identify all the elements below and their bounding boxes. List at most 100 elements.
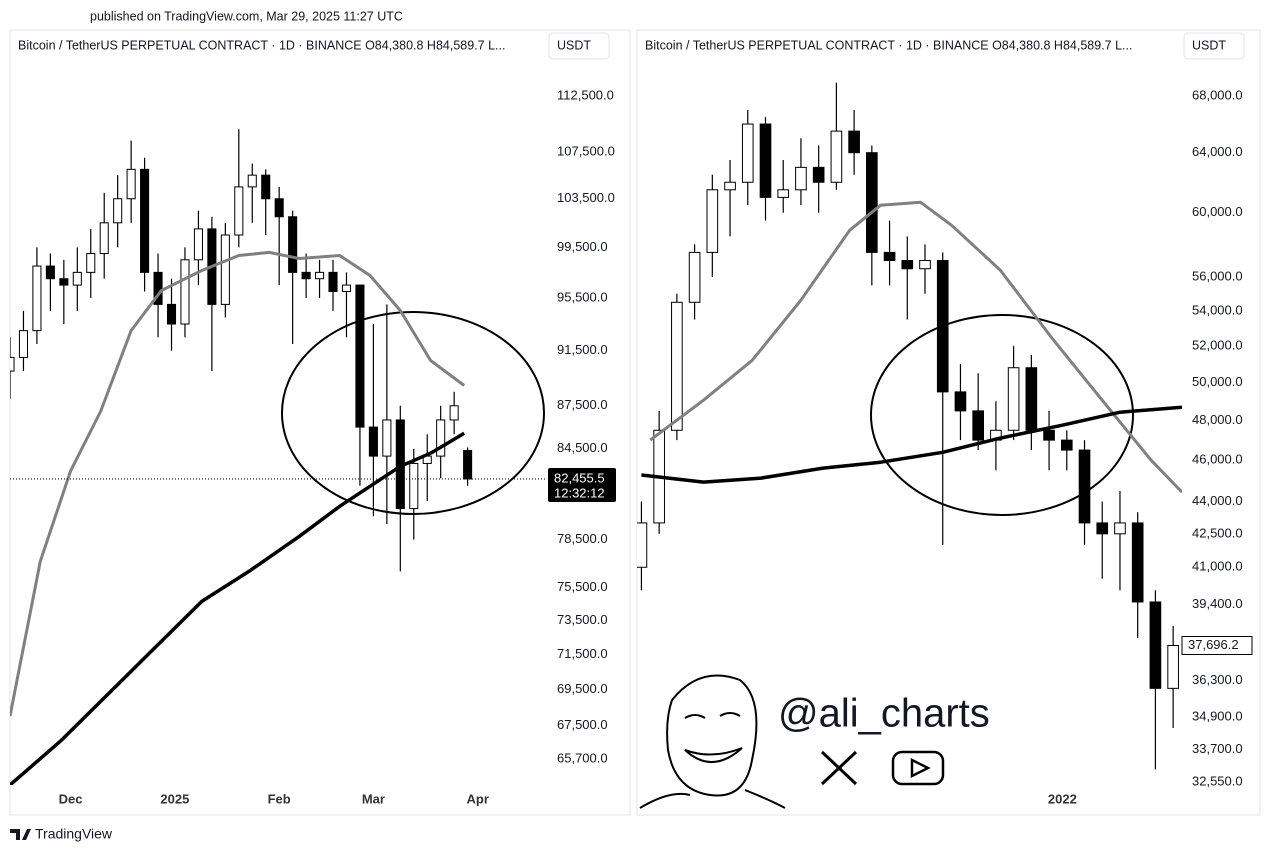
last-price-box	[1181, 635, 1253, 655]
candle-body	[449, 405, 459, 421]
published-note: published on TradingView.com, Mar 29, 20…	[90, 9, 403, 23]
candle-body	[180, 259, 190, 325]
y-tick-label: 41,000.0	[1192, 559, 1243, 574]
candle-body	[1078, 449, 1091, 524]
candle-body	[972, 410, 984, 441]
candle-body	[355, 284, 365, 428]
candle-body	[936, 260, 949, 393]
candle-body	[1114, 522, 1126, 535]
candle-body	[99, 222, 109, 255]
y-tick-label: 44,000.0	[1192, 493, 1243, 508]
candle-body	[919, 260, 931, 270]
candle-body	[234, 186, 244, 236]
moving-average	[641, 405, 1182, 484]
candle-body	[436, 419, 446, 457]
candle-body	[759, 123, 772, 198]
candle-body	[795, 166, 807, 191]
candle-body	[59, 278, 69, 286]
y-tick-label: 64,000.0	[1192, 144, 1243, 159]
youtube-logo	[891, 750, 945, 786]
highlight-ellipse	[281, 311, 545, 515]
candle-body	[86, 253, 96, 273]
candle-body	[288, 216, 298, 273]
chart: Bitcoin / TetherUS PERPETUAL CONTRACT · …	[637, 32, 1253, 806]
candle-body	[1167, 644, 1179, 689]
cartoon-face	[639, 674, 786, 809]
candle-body	[1131, 522, 1144, 603]
watermark-handle: @ali_charts	[778, 692, 990, 736]
candle-body	[166, 303, 177, 325]
candle-body	[409, 462, 419, 510]
candle-body	[688, 251, 701, 303]
candle-body	[848, 130, 860, 154]
candle-body	[724, 181, 736, 191]
y-tick-label: 46,000.0	[1192, 452, 1243, 467]
candle-body	[671, 301, 683, 431]
y-tick-label: 52,000.0	[1192, 337, 1243, 352]
candle-body	[883, 251, 896, 262]
y-tick-label: 54,000.0	[1192, 302, 1243, 317]
candle-body	[315, 271, 325, 280]
brand-mark	[10, 829, 31, 840]
candle-body	[1060, 439, 1073, 451]
y-tick-label: 112,500.0	[557, 87, 614, 102]
y-tick-label: 33,700.0	[1192, 741, 1243, 756]
y-tick-label: 91,500.0	[557, 342, 608, 357]
candle-body	[72, 271, 82, 286]
moving-average	[10, 431, 466, 785]
y-tick-label: 87,500.0	[557, 397, 608, 412]
candle-body	[368, 426, 378, 457]
candle-body	[741, 123, 754, 183]
candle-body	[1007, 367, 1020, 431]
candle-body	[1149, 601, 1162, 689]
y-tick-label: 48,000.0	[1192, 412, 1243, 427]
y-tick-label: 84,500.0	[557, 440, 608, 455]
currency: USDT	[1192, 38, 1226, 52]
moving-average	[649, 200, 1182, 494]
y-tick-label: 50,000.0	[1192, 374, 1243, 389]
candle-body	[706, 189, 719, 253]
y-tick-label: 39,400.0	[1192, 596, 1243, 611]
candle-body	[18, 330, 28, 358]
x-tick-label: Apr	[467, 791, 489, 806]
candle-body	[328, 271, 338, 292]
x-logo	[820, 750, 858, 786]
candle-body	[637, 522, 648, 568]
currency-button	[548, 32, 610, 60]
candle-body	[830, 130, 843, 183]
moving-average	[10, 250, 466, 717]
y-tick-label: 67,500.0	[557, 717, 608, 732]
y-tick-label: 78,500.0	[557, 531, 608, 546]
y-tick-label: 71,500.0	[557, 646, 608, 661]
y-tick-label: 42,500.0	[1192, 525, 1243, 540]
last-price-label: 82,455.5	[554, 470, 605, 485]
y-tick-label: 73,500.0	[557, 612, 608, 627]
y-tick-label: 95,500.0	[557, 289, 608, 304]
candle-body	[812, 166, 825, 183]
candle-body	[777, 189, 790, 198]
brand-logo	[10, 829, 31, 840]
last-price-label: 37,696.2	[1188, 637, 1239, 652]
candle-body	[341, 284, 352, 292]
x-tick-label: Mar	[362, 791, 385, 806]
y-tick-label: 34,900.0	[1192, 709, 1243, 724]
left-panel	[9, 29, 631, 816]
candle-body	[126, 168, 136, 200]
footer-brand: TradingView	[35, 826, 113, 842]
chart-title: Bitcoin / TetherUS PERPETUAL CONTRACT · …	[645, 38, 1132, 52]
y-tick-label: 65,700.0	[557, 750, 608, 765]
y-tick-label: 60,000.0	[1192, 204, 1243, 219]
y-tick-label: 103,500.0	[557, 190, 615, 205]
candle-body	[954, 391, 967, 412]
last-price-box	[548, 467, 616, 502]
candle-body	[301, 271, 311, 280]
x-tick-label: 2022	[1048, 791, 1077, 806]
y-tick-label: 69,500.0	[557, 681, 608, 696]
candle-body	[220, 234, 230, 305]
right-panel	[636, 29, 1261, 816]
candle-body	[274, 198, 284, 218]
chart-title: Bitcoin / TetherUS PERPETUAL CONTRACT · …	[18, 38, 505, 52]
candle-body	[140, 168, 150, 273]
